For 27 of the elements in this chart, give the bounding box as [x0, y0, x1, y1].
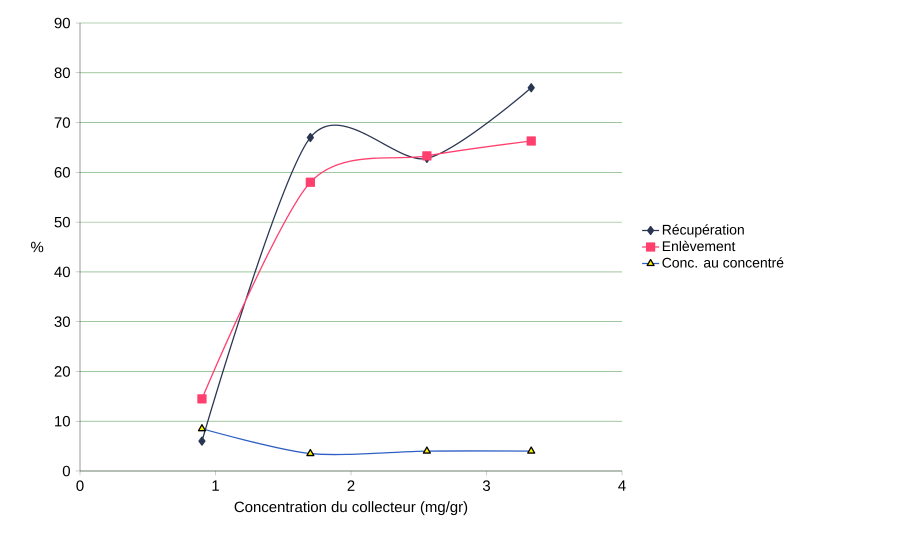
y-tick-label: 60 — [54, 167, 70, 178]
x-axis-title: Concentration du collecteur (mg/gr) — [234, 501, 468, 516]
x-tick-label: 3 — [482, 480, 490, 492]
x-tick-label: 4 — [618, 480, 626, 491]
y-tick-label: 90 — [54, 18, 70, 28]
point — [306, 132, 314, 142]
x-tick-label: 0 — [76, 480, 84, 492]
y-tick-label: 40 — [54, 266, 70, 278]
legend-label: Récupération — [662, 224, 744, 238]
legend-label: Enlèvement — [662, 240, 736, 252]
point — [306, 178, 315, 187]
y-tick-label: 50 — [54, 216, 70, 228]
y-tick-label: 70 — [54, 117, 70, 128]
y-tick-label: 20 — [54, 366, 70, 377]
y-tick-label: 0 — [62, 466, 70, 476]
point — [422, 151, 432, 161]
y-tick-label: 10 — [55, 416, 70, 427]
point — [526, 136, 536, 146]
point — [528, 83, 535, 92]
x-tick-label: 1 — [212, 480, 219, 491]
y-axis-title: % — [31, 242, 44, 252]
legend-label: Conc. au concentré — [662, 257, 784, 268]
y-tick-label: 30 — [54, 316, 70, 327]
point — [198, 436, 206, 446]
y-tick-label: 80 — [54, 67, 70, 78]
x-tick-label: 2 — [348, 480, 354, 491]
point — [197, 394, 207, 404]
